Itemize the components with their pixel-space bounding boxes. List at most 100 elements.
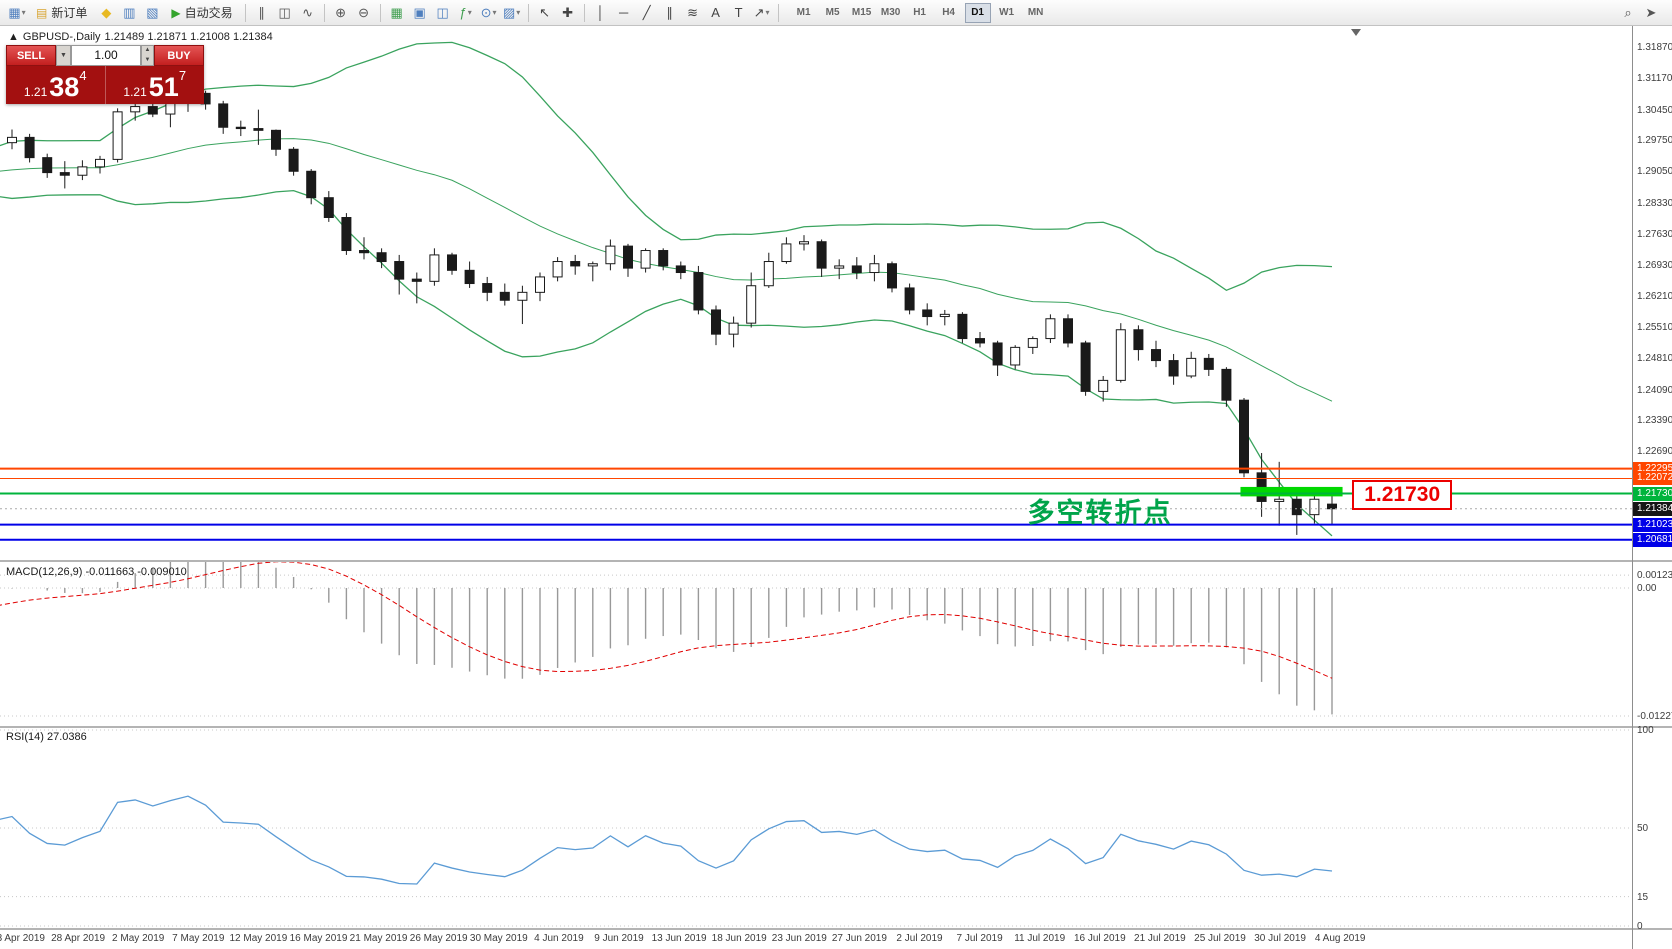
timeframe-m5[interactable]: M5 — [825, 7, 840, 18]
panel-separator[interactable] — [0, 726, 1672, 728]
arrows-button[interactable]: ↗ ▾ — [751, 2, 773, 24]
text-label-button[interactable]: T — [728, 2, 750, 24]
timeframe-mn[interactable]: MN — [1027, 7, 1044, 18]
toolbar: ▦ ▾ ▤ 新订单 ◆ ▥ ▧ ▶ 自动交易 ∥ ◫ ∿ ⊕ ⊖ ▦ ▣ ◫ ƒ ▾ ⊙ ▾ ▨ ▾ ↖ ✚ │ ─ ╱ ∥ ≋ A T ↗ ▾ … — [0, 0, 1672, 26]
cursor-icon: ↖ — [539, 4, 551, 20]
price-axis-label: 1.21990 — [1637, 477, 1672, 489]
price-axis-label: 1.20590 — [1637, 538, 1672, 550]
volume-down-icon[interactable]: ▼ — [144, 56, 151, 63]
current-price-badge: 1.21384 — [1633, 501, 1672, 516]
indicators-button[interactable]: ƒ ▾ — [455, 2, 477, 24]
indicators-icon: ƒ — [459, 5, 467, 20]
auto-scroll-button[interactable]: ▦ — [386, 2, 408, 24]
arrows-icon: ↗ — [753, 4, 765, 20]
volume-dropdown-button[interactable]: ▼ — [56, 45, 71, 66]
new-chart-button[interactable]: ▦ ▾ — [6, 2, 28, 24]
macd-axis-label: 0.00 — [1637, 583, 1657, 594]
chart-title: ▲ GBPUSD-,Daily 1.21489 1.21871 1.21008 1.… — [8, 31, 277, 43]
favorites-icon[interactable]: ◆ — [95, 2, 117, 24]
search-icon[interactable]: ⌕ — [1617, 2, 1639, 24]
text-button[interactable]: A — [705, 2, 727, 24]
bollinger-bands — [0, 41, 1333, 537]
toolbar-separator — [777, 3, 779, 22]
vertical-line-button[interactable]: │ — [590, 2, 612, 24]
quote-display: 1.21 38 4 1.21 51 7 — [6, 66, 204, 104]
trendline-button[interactable]: ╱ — [636, 2, 658, 24]
autotrading-icon: ▶ — [171, 5, 181, 20]
symbol-name: GBPUSD-,Daily — [22, 31, 101, 43]
timeframe-w1[interactable]: W1 — [999, 7, 1015, 18]
price-axis-label: 1.29750 — [1637, 135, 1672, 147]
price-axis-label: 1.27630 — [1637, 228, 1672, 240]
panel-separator[interactable] — [0, 560, 1672, 562]
tile-windows-button[interactable]: ▣ — [409, 2, 431, 24]
price-callout-label: 1.21730 — [1352, 479, 1453, 510]
new-order-button[interactable]: ▤ 新订单 — [29, 2, 94, 24]
data-window-button[interactable]: ▧ — [141, 2, 163, 24]
templates-button[interactable]: ▨ ▾ — [501, 2, 523, 24]
channel-icon: ∥ — [666, 4, 673, 20]
sell-price-pips: 38 — [49, 72, 80, 102]
date-axis-label: 28 Apr 2019 — [51, 933, 106, 944]
horizontal-line-button[interactable]: ─ — [613, 2, 635, 24]
price-line-badge: 1.22295 — [1633, 461, 1672, 476]
cursor-button[interactable]: ↖ — [534, 2, 556, 24]
timeframe-h4[interactable]: H4 — [942, 7, 955, 18]
sell-price[interactable]: 1.21 38 4 — [6, 66, 106, 104]
price-axis-label: 1.29050 — [1637, 166, 1672, 178]
price-axis-label: 1.22690 — [1637, 446, 1672, 458]
price-axis-label: 1.30450 — [1637, 104, 1672, 116]
buy-price[interactable]: 1.21 51 7 — [106, 66, 205, 104]
market-watch-button[interactable]: ▥ — [118, 2, 140, 24]
main-chart-canvas[interactable] — [0, 26, 1632, 560]
rsi-panel-canvas[interactable] — [0, 728, 1632, 928]
candlestick-chart-icon: ◫ — [278, 4, 291, 20]
pointer-icon[interactable]: ➤ — [1640, 2, 1662, 24]
autotrading-button[interactable]: ▶ 自动交易 — [164, 2, 239, 24]
price-axis-label: 1.31170 — [1637, 72, 1672, 84]
channel-button[interactable]: ∥ — [659, 2, 681, 24]
dropdown-arrow-icon: ▾ — [21, 8, 26, 17]
rsi-indicator-label: RSI(14) 27.0386 — [6, 731, 87, 743]
price-axis-label: 1.24810 — [1637, 352, 1672, 364]
date-axis-label: 25 Jul 2019 — [1194, 933, 1246, 944]
date-axis-label: 11 Jul 2019 — [1014, 933, 1066, 944]
bar-chart-button[interactable]: ∥ — [251, 2, 273, 24]
buy-button[interactable]: BUY — [154, 45, 204, 66]
date-axis-label: 16 May 2019 — [289, 933, 348, 944]
new-window-button[interactable]: ◫ — [432, 2, 454, 24]
panel-separator[interactable] — [0, 928, 1672, 930]
line-chart-button[interactable]: ∿ — [297, 2, 319, 24]
timeframe-group: M1 M5 M15 M30 H1 H4 D1 W1 MN — [790, 2, 1050, 23]
price-axis-label: 1.21290 — [1637, 507, 1672, 519]
timeframe-m1[interactable]: M1 — [796, 7, 811, 18]
sell-button[interactable]: SELL — [6, 45, 56, 66]
date-axis-label: 4 Jun 2019 — [534, 933, 584, 944]
timeframe-m15[interactable]: M15 — [851, 7, 872, 18]
buy-price-prefix: 1.21 — [123, 85, 147, 99]
volume-up-icon[interactable]: ▲ — [144, 47, 151, 53]
candlestick-chart-button[interactable]: ◫ — [274, 2, 296, 24]
macd-panel-canvas[interactable] — [0, 562, 1632, 726]
fibonacci-button[interactable]: ≋ — [682, 2, 704, 24]
data-window-icon: ▧ — [146, 4, 159, 20]
timeframe-h1[interactable]: H1 — [913, 7, 926, 18]
zoom-out-button[interactable]: ⊖ — [353, 2, 375, 24]
toolbar-items: ▦ ▾ ▤ 新订单 ◆ ▥ ▧ ▶ 自动交易 ∥ ◫ ∿ ⊕ ⊖ ▦ ▣ ◫ ƒ ▾ ⊙ ▾ ▨ ▾ ↖ ✚ │ ─ ╱ ∥ ≋ A T ↗ ▾ — [6, 2, 783, 24]
favorites-icon: ◆ — [101, 4, 112, 20]
macd-signal-line — [0, 562, 1333, 679]
tile-windows-icon: ▣ — [413, 4, 426, 20]
search-icon: ⌕ — [1624, 4, 1632, 20]
collapse-arrow-icon[interactable]: ▲ — [8, 31, 19, 43]
timeframe-d1[interactable]: D1 — [964, 2, 991, 23]
crosshair-button[interactable]: ✚ — [557, 2, 579, 24]
timeframe-m30[interactable]: M30 — [880, 7, 901, 18]
periods-button[interactable]: ⊙ ▾ — [478, 2, 500, 24]
autotrading-button-label: 自动交易 — [184, 6, 233, 20]
zoom-in-icon: ⊕ — [335, 4, 347, 20]
zoom-in-button[interactable]: ⊕ — [330, 2, 352, 24]
volume-stepper[interactable]: ▲ ▼ — [141, 45, 154, 66]
sell-price-point: 4 — [79, 68, 87, 83]
volume-input[interactable]: 1.00 — [71, 45, 141, 66]
